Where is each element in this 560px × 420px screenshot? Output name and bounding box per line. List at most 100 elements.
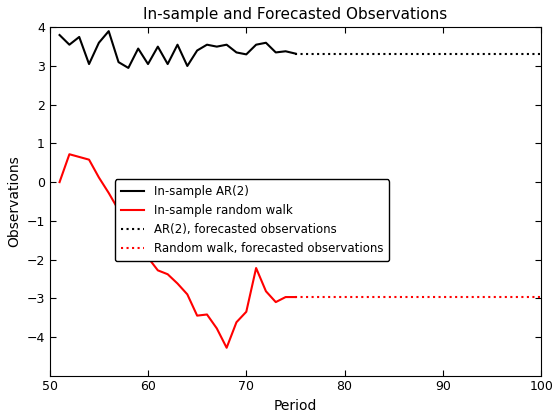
Random walk, forecasted observations xyxy=(420,294,427,299)
In-sample random walk xyxy=(56,180,63,185)
In-sample AR(2) xyxy=(76,34,82,39)
In-sample random walk xyxy=(105,190,112,195)
In-sample AR(2) xyxy=(194,48,200,53)
Random walk, forecasted observations xyxy=(292,294,299,299)
In-sample random walk xyxy=(194,313,200,318)
Random walk, forecasted observations xyxy=(341,294,348,299)
Random walk, forecasted observations xyxy=(371,294,377,299)
Random walk, forecasted observations xyxy=(380,294,387,299)
In-sample random walk xyxy=(282,294,289,299)
AR(2), forecasted observations xyxy=(371,52,377,57)
Random walk, forecasted observations xyxy=(528,294,535,299)
In-sample AR(2) xyxy=(233,50,240,55)
In-sample random walk xyxy=(292,294,299,299)
In-sample AR(2) xyxy=(135,46,142,51)
AR(2), forecasted observations xyxy=(440,52,446,57)
In-sample AR(2) xyxy=(223,42,230,47)
In-sample AR(2) xyxy=(263,40,269,45)
In-sample AR(2) xyxy=(105,29,112,34)
In-sample random walk xyxy=(272,299,279,304)
In-sample AR(2) xyxy=(243,52,250,57)
AR(2), forecasted observations xyxy=(302,52,309,57)
AR(2), forecasted observations xyxy=(321,52,328,57)
In-sample AR(2) xyxy=(292,51,299,56)
In-sample AR(2) xyxy=(253,42,259,47)
AR(2), forecasted observations xyxy=(518,52,525,57)
In-sample random walk xyxy=(223,345,230,350)
Random walk, forecasted observations xyxy=(400,294,407,299)
Random walk, forecasted observations xyxy=(302,294,309,299)
AR(2), forecasted observations xyxy=(341,52,348,57)
AR(2), forecasted observations xyxy=(361,52,367,57)
In-sample AR(2) xyxy=(66,42,73,47)
AR(2), forecasted observations xyxy=(420,52,427,57)
AR(2), forecasted observations xyxy=(459,52,466,57)
Random walk, forecasted observations xyxy=(332,294,338,299)
X-axis label: Period: Period xyxy=(274,399,317,413)
Random walk, forecasted observations xyxy=(351,294,358,299)
In-sample AR(2) xyxy=(125,66,132,71)
Random walk, forecasted observations xyxy=(440,294,446,299)
Random walk, forecasted observations xyxy=(390,294,397,299)
Title: In-sample and Forecasted Observations: In-sample and Forecasted Observations xyxy=(143,7,447,22)
In-sample random walk xyxy=(66,152,73,157)
In-sample AR(2) xyxy=(155,44,161,49)
In-sample AR(2) xyxy=(204,42,211,47)
In-sample AR(2) xyxy=(56,32,63,37)
In-sample random walk xyxy=(204,312,211,317)
Random walk, forecasted observations xyxy=(449,294,456,299)
AR(2), forecasted observations xyxy=(410,52,417,57)
Random walk, forecasted observations xyxy=(479,294,486,299)
In-sample random walk xyxy=(96,175,102,180)
Random walk, forecasted observations xyxy=(498,294,505,299)
In-sample AR(2) xyxy=(184,63,191,68)
In-sample random walk xyxy=(164,272,171,277)
AR(2), forecasted observations xyxy=(508,52,515,57)
In-sample random walk xyxy=(86,157,92,162)
AR(2), forecasted observations xyxy=(449,52,456,57)
Random walk, forecasted observations xyxy=(459,294,466,299)
In-sample random walk xyxy=(144,255,151,260)
AR(2), forecasted observations xyxy=(292,52,299,57)
Random walk, forecasted observations xyxy=(321,294,328,299)
AR(2), forecasted observations xyxy=(538,52,544,57)
AR(2), forecasted observations xyxy=(479,52,486,57)
In-sample AR(2) xyxy=(115,60,122,65)
AR(2), forecasted observations xyxy=(351,52,358,57)
In-sample random walk xyxy=(125,222,132,227)
In-sample AR(2) xyxy=(174,42,181,47)
Line: In-sample random walk: In-sample random walk xyxy=(59,154,296,348)
In-sample random walk xyxy=(253,265,259,270)
AR(2), forecasted observations xyxy=(430,52,436,57)
Random walk, forecasted observations xyxy=(508,294,515,299)
Random walk, forecasted observations xyxy=(469,294,475,299)
AR(2), forecasted observations xyxy=(312,52,319,57)
In-sample random walk xyxy=(213,326,220,331)
Random walk, forecasted observations xyxy=(538,294,544,299)
In-sample AR(2) xyxy=(86,61,92,66)
Random walk, forecasted observations xyxy=(489,294,496,299)
In-sample AR(2) xyxy=(144,61,151,66)
In-sample random walk xyxy=(184,292,191,297)
Random walk, forecasted observations xyxy=(361,294,367,299)
Line: In-sample AR(2): In-sample AR(2) xyxy=(59,31,296,68)
Random walk, forecasted observations xyxy=(410,294,417,299)
In-sample random walk xyxy=(135,238,142,243)
Random walk, forecasted observations xyxy=(430,294,436,299)
In-sample random walk xyxy=(263,289,269,294)
AR(2), forecasted observations xyxy=(498,52,505,57)
AR(2), forecasted observations xyxy=(400,52,407,57)
AR(2), forecasted observations xyxy=(380,52,387,57)
In-sample AR(2) xyxy=(96,40,102,45)
AR(2), forecasted observations xyxy=(332,52,338,57)
In-sample random walk xyxy=(76,155,82,160)
In-sample AR(2) xyxy=(164,61,171,66)
Random walk, forecasted observations xyxy=(518,294,525,299)
In-sample random walk xyxy=(155,268,161,273)
AR(2), forecasted observations xyxy=(390,52,397,57)
In-sample AR(2) xyxy=(272,50,279,55)
Random walk, forecasted observations xyxy=(312,294,319,299)
In-sample AR(2) xyxy=(282,49,289,54)
Y-axis label: Observations: Observations xyxy=(7,155,21,247)
Legend: In-sample AR(2), In-sample random walk, AR(2), forecasted observations, Random w: In-sample AR(2), In-sample random walk, … xyxy=(115,179,389,261)
